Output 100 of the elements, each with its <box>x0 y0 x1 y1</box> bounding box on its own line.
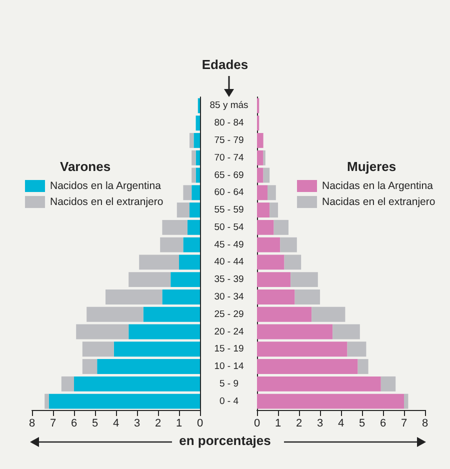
bar <box>257 168 264 183</box>
bar <box>76 324 129 340</box>
y-tick-label: 50 - 54 <box>214 222 244 233</box>
bar <box>114 342 200 357</box>
bar <box>270 202 278 218</box>
bar <box>257 272 291 288</box>
y-tick-label: 65 - 69 <box>214 170 244 181</box>
bar <box>257 185 268 200</box>
bar <box>312 306 346 322</box>
x-tick-label: 1 <box>274 418 282 430</box>
bar <box>274 220 288 235</box>
bar <box>183 237 200 252</box>
bar <box>86 306 144 322</box>
y-tick-label: 15 - 19 <box>214 344 244 355</box>
bar <box>192 168 196 183</box>
bar <box>257 150 264 166</box>
legend-title: Varones <box>60 159 111 174</box>
bar <box>44 394 49 409</box>
bar <box>358 359 368 374</box>
y-tick-label: 85 y más <box>210 100 249 112</box>
bar <box>257 202 270 218</box>
bar <box>192 185 200 200</box>
legend-label: Nacidas en el extranjero <box>322 196 436 208</box>
bar <box>268 185 276 200</box>
legend-label: Nacidos en el extranjero <box>50 196 164 208</box>
legend-label: Nacidas en la Argentina <box>322 180 434 192</box>
bar <box>170 272 200 288</box>
bar <box>190 132 194 148</box>
y-tick-label: 0 - 4 <box>219 396 239 407</box>
bar <box>257 376 381 392</box>
bar <box>162 220 188 235</box>
x-tick-label: 4 <box>112 418 120 430</box>
bar <box>257 306 312 322</box>
y-tick-label: 20 - 24 <box>214 326 244 338</box>
legend-title: Mujeres <box>347 159 396 174</box>
bar <box>257 289 295 304</box>
x-tick-label: 0 <box>196 418 204 430</box>
bar <box>294 289 320 304</box>
y-tick-label: 40 - 44 <box>214 256 244 268</box>
x-tick-label: 3 <box>316 418 324 430</box>
bar <box>257 237 280 252</box>
bar <box>257 394 404 409</box>
x-tick-label: 0 <box>254 418 260 430</box>
y-tick-label: 5 - 9 <box>219 378 239 390</box>
x-tick-label: 2 <box>296 418 302 430</box>
bar <box>128 272 171 288</box>
y-tick-label: 45 - 49 <box>214 239 244 250</box>
bar <box>332 324 360 340</box>
bar <box>192 150 196 166</box>
bar <box>196 150 200 166</box>
x-tick-label: 8 <box>422 418 428 430</box>
bar <box>257 220 274 235</box>
bar <box>257 342 348 357</box>
bar <box>74 376 200 392</box>
bar <box>187 220 200 235</box>
bar <box>347 342 366 357</box>
bar <box>176 202 190 218</box>
bar <box>179 254 200 270</box>
x-tick-label: 7 <box>400 418 408 430</box>
bar <box>106 289 162 304</box>
bar <box>257 324 333 340</box>
bar <box>162 289 200 304</box>
bar <box>183 185 192 200</box>
y-tick-label: 35 - 39 <box>214 274 244 286</box>
x-tick-label: 5 <box>358 418 366 430</box>
y-tick-label: 70 - 74 <box>214 152 244 164</box>
bar <box>257 132 264 148</box>
x-tick-label: 6 <box>70 418 78 430</box>
bar <box>139 254 179 270</box>
bar <box>196 168 200 183</box>
x-axis-title: en porcentajes <box>179 433 271 448</box>
bar <box>190 202 200 218</box>
bar <box>404 394 408 409</box>
y-axis-title: Edades <box>202 57 248 72</box>
x-tick-label: 5 <box>92 418 98 430</box>
legend-label: Nacidos en la Argentina <box>50 180 162 192</box>
y-tick-label: 10 - 14 <box>214 361 244 372</box>
bar <box>280 237 297 252</box>
bar <box>194 132 200 148</box>
y-tick-label: 80 - 84 <box>214 118 244 129</box>
bar <box>97 359 200 374</box>
bar <box>380 376 396 392</box>
bar <box>284 254 302 270</box>
x-tick-label: 1 <box>176 418 182 430</box>
bar <box>160 237 184 252</box>
bar <box>128 324 200 340</box>
x-tick-label: 2 <box>154 418 162 430</box>
x-tick-label: 4 <box>338 418 344 430</box>
y-tick-label: 60 - 64 <box>214 187 244 198</box>
bar <box>257 254 284 270</box>
bar <box>143 306 200 322</box>
y-tick-label: 25 - 29 <box>214 308 244 320</box>
bar <box>82 359 98 374</box>
bar <box>196 116 200 131</box>
y-tick-label: 75 - 79 <box>214 134 244 146</box>
bar <box>263 168 270 183</box>
bar <box>82 342 114 357</box>
bar <box>61 376 74 392</box>
bar <box>48 394 200 409</box>
x-tick-label: 8 <box>28 418 36 430</box>
